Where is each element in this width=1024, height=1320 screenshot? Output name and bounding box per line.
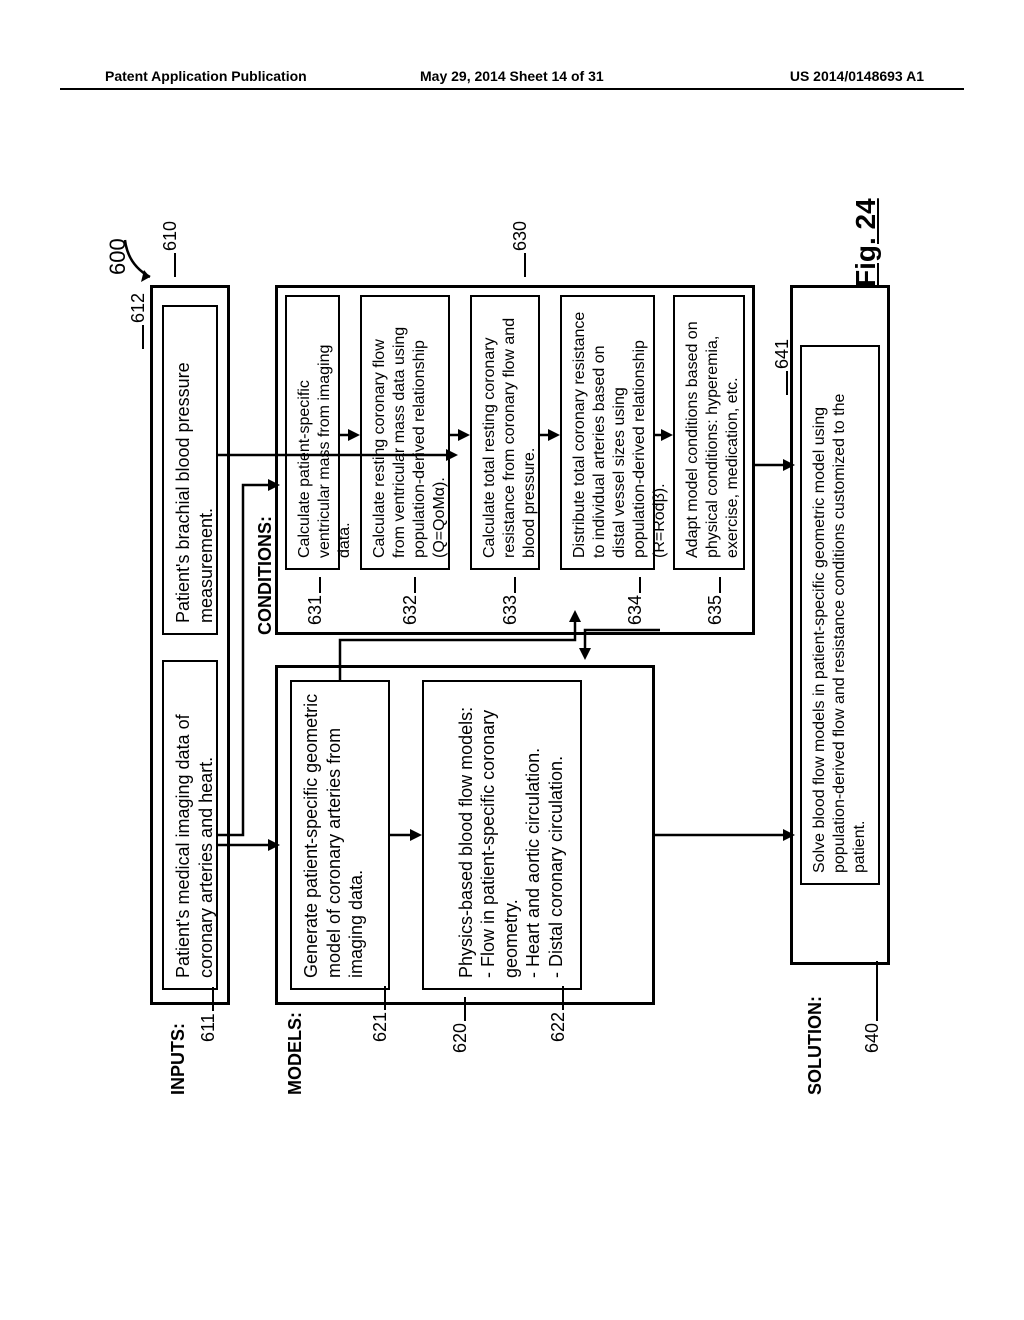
ref-633: 633 bbox=[500, 577, 521, 625]
ref-632: 632 bbox=[400, 577, 421, 625]
box-632-text: Calculate resting coronary flow from ven… bbox=[371, 327, 448, 558]
header-center: May 29, 2014 Sheet 14 of 31 bbox=[420, 68, 604, 84]
box-633-text: Calculate total resting coronary resista… bbox=[481, 318, 538, 558]
box-635: Adapt model conditions based on physical… bbox=[673, 295, 745, 570]
conditions-label: CONDITIONS: bbox=[255, 516, 276, 635]
ref-641: 641 bbox=[772, 339, 793, 395]
ref-610: 610 bbox=[160, 221, 181, 277]
header-right: US 2014/0148693 A1 bbox=[790, 68, 924, 84]
ref-631: 631 bbox=[305, 577, 326, 625]
box-622-text: Physics-based blood flow models: - Flow … bbox=[456, 707, 566, 978]
page: Patent Application Publication May 29, 2… bbox=[0, 0, 1024, 1320]
header-left: Patent Application Publication bbox=[105, 68, 307, 84]
ref-621: 621 bbox=[370, 986, 391, 1042]
box-611-text: Patient's medical imaging data of corona… bbox=[173, 714, 216, 978]
box-622: Physics-based blood flow models: - Flow … bbox=[422, 680, 582, 990]
box-612: Patient's brachial blood pressure measur… bbox=[162, 305, 218, 635]
arrow-634-635 bbox=[655, 425, 673, 445]
ref-611: 611 bbox=[198, 987, 219, 1042]
box-635-text: Adapt model conditions based on physical… bbox=[684, 321, 741, 558]
ref-634: 634 bbox=[625, 577, 646, 625]
ref-630: 630 bbox=[510, 221, 531, 277]
inputs-label: INPUTS: bbox=[168, 1023, 189, 1095]
ref-612: 612 bbox=[128, 293, 149, 349]
ref-622: 622 bbox=[548, 986, 569, 1042]
box-632: Calculate resting coronary flow from ven… bbox=[360, 295, 450, 570]
box-641-text: Solve blood flow models in patient-speci… bbox=[811, 394, 868, 873]
box-631: Calculate patient-specific ventricular m… bbox=[285, 295, 340, 570]
diagram-rotated: 600 INPUTS: 610 Patient's medical imagin… bbox=[150, 195, 890, 1095]
ref-640: 640 bbox=[862, 961, 883, 1053]
box-612-text: Patient's brachial blood pressure measur… bbox=[173, 362, 216, 623]
box-641: Solve blood flow models in patient-speci… bbox=[800, 345, 880, 885]
arrow-conditions-solution bbox=[755, 455, 795, 475]
ref-635: 635 bbox=[705, 577, 726, 625]
ref-620: 620 bbox=[450, 997, 471, 1053]
models-label: MODELS: bbox=[285, 1012, 306, 1095]
box-621-text: Generate patient-specific geometric mode… bbox=[301, 694, 366, 978]
figure-label: Fig. 24 bbox=[850, 198, 882, 287]
arrow-models-solution bbox=[655, 825, 795, 845]
arrow-632-633 bbox=[450, 425, 470, 445]
arrow-621-622 bbox=[390, 825, 422, 845]
box-633: Calculate total resting coronary resista… bbox=[470, 295, 540, 570]
arrow-631-632 bbox=[340, 425, 360, 445]
header-rule bbox=[60, 88, 964, 90]
box-611: Patient's medical imaging data of corona… bbox=[162, 660, 218, 990]
arrow-622-to-634-return bbox=[580, 620, 670, 660]
arrow-633-634 bbox=[540, 425, 560, 445]
swoosh-arrow-icon bbox=[120, 230, 160, 285]
box-634: Distribute total coronary resistance to … bbox=[560, 295, 655, 570]
box-634-text: Distribute total coronary resistance to … bbox=[571, 312, 668, 558]
box-621: Generate patient-specific geometric mode… bbox=[290, 680, 390, 990]
diagram-container: 600 INPUTS: 610 Patient's medical imagin… bbox=[150, 195, 890, 1095]
solution-label: SOLUTION: bbox=[805, 996, 826, 1095]
